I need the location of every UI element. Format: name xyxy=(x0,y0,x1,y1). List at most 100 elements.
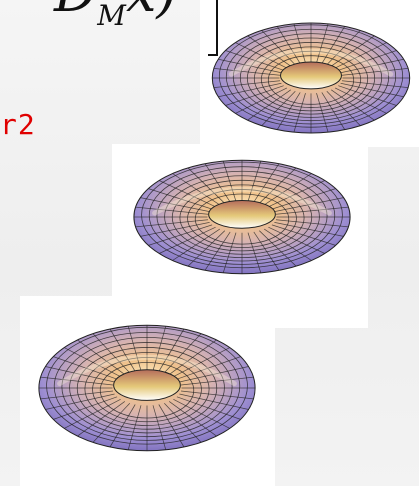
torus-bottom-highlight xyxy=(57,354,237,387)
torus-middle-meridian-line xyxy=(204,231,231,271)
torus-bottom-meridian-line xyxy=(45,366,115,383)
torus-top-meridian-line xyxy=(341,68,409,76)
torus-middle-meridian-line xyxy=(148,224,213,246)
torus-bottom-meridian-line xyxy=(53,396,118,420)
torus-bottom-meridian-line xyxy=(109,328,136,372)
torus-middle-meridian-line xyxy=(187,230,226,267)
torus-bottom xyxy=(38,324,256,452)
torus-bottom-meridian-line xyxy=(158,328,185,372)
torus-top-meridian-line xyxy=(340,58,404,74)
torus-middle-meridian-line xyxy=(253,231,280,271)
torus-top-meridian-line xyxy=(316,92,329,133)
torus-top-meridian-line xyxy=(213,80,281,88)
torus-middle-meridian-line xyxy=(204,163,231,203)
torus-bottom-meridian-line xyxy=(176,356,241,380)
torus-top-meridian-line xyxy=(276,92,301,130)
torus-bottom-meridian-line xyxy=(152,326,167,371)
torus-middle-center-hole xyxy=(208,200,276,229)
torus-bottom-meridian-line xyxy=(164,402,202,443)
torus-bottom-meridian-line xyxy=(127,405,142,450)
torus-bottom-meridian-line xyxy=(127,326,142,371)
torus-middle xyxy=(133,159,351,275)
torus-top-meridian-line xyxy=(218,58,282,74)
torus-top-meridian-line xyxy=(247,35,292,67)
torus-bottom-meridian-line xyxy=(152,405,167,450)
torus-top-meridian-line xyxy=(293,92,306,133)
torus-top-meridian-line xyxy=(293,23,306,64)
torus-bottom-meridian-line xyxy=(45,393,115,410)
torus-top-meridian-line xyxy=(341,80,409,88)
torus-bottom-meridian-line xyxy=(40,390,114,400)
torus-top-meridian-line xyxy=(338,50,397,71)
torus-bottom-meridian-line xyxy=(164,333,202,374)
torus-top-meridian-line xyxy=(261,91,296,126)
torus-top-meridian-line xyxy=(261,30,296,65)
torus-top-meridian-line xyxy=(330,89,375,121)
torus-bottom-meridian-line xyxy=(179,366,249,383)
torus-middle-meridian-line xyxy=(275,219,349,228)
torus-middle-meridian-line xyxy=(268,226,325,254)
torus-middle-meridian-line xyxy=(247,160,262,202)
torus-middle-meridian-line xyxy=(222,160,237,202)
torus-middle-meridian-line xyxy=(271,224,336,246)
torus-top-center-hole xyxy=(280,61,342,90)
torus-top-meridian-line xyxy=(321,26,346,64)
torus-middle-meridian-line xyxy=(172,173,221,206)
formula-bracket xyxy=(208,0,218,56)
torus-middle-meridian-line xyxy=(253,163,280,203)
torus-top-meridian-line xyxy=(334,42,387,69)
torus-top-meridian-line xyxy=(330,35,375,67)
torus-top-meridian-line xyxy=(326,30,361,65)
torus-top-meridian-line xyxy=(235,87,288,114)
torus-bottom-meridian-line xyxy=(92,333,130,374)
torus-middle-meridian-line xyxy=(172,228,221,261)
formula-fragment: DMx) xyxy=(54,0,178,30)
torus-top-meridian-line xyxy=(326,91,361,126)
torus-bottom-meridian-line xyxy=(40,376,114,386)
formula-tail: x) xyxy=(126,0,178,24)
torus-top-meridian-line xyxy=(247,89,292,121)
torus-top-meridian-line xyxy=(225,85,284,106)
torus-top-meridian-line xyxy=(316,23,329,64)
torus-middle-meridian-line xyxy=(135,206,209,215)
torus-top-meridian-line xyxy=(340,82,404,98)
torus-top-meridian-line xyxy=(334,87,387,114)
torus-middle-meridian-line xyxy=(187,167,225,204)
torus-middle-highlight xyxy=(152,186,332,216)
torus-bottom-meridian-line xyxy=(77,401,126,437)
torus-bottom-meridian-line xyxy=(168,401,217,437)
formula-main: D xyxy=(54,0,97,24)
torus-middle-meridian-line xyxy=(274,197,344,212)
torus-top-meridian-line xyxy=(276,26,301,64)
torus-bottom-meridian-line xyxy=(180,376,254,386)
torus-bottom-meridian-line xyxy=(180,390,254,400)
torus-top-highlight xyxy=(228,48,394,77)
torus-middle-meridian-line xyxy=(268,180,325,208)
red-r-squared-term: r2 xyxy=(0,108,36,141)
torus-top-meridian-line xyxy=(321,92,346,130)
torus-middle-meridian-line xyxy=(135,219,209,228)
torus-bottom-meridian-line xyxy=(92,402,131,443)
torus-bottom-meridian-line xyxy=(64,398,121,429)
torus-middle-meridian-line xyxy=(140,197,210,212)
torus-bottom-meridian-line xyxy=(77,339,126,375)
torus-bottom-meridian-line xyxy=(158,404,185,448)
torus-middle-meridian-line xyxy=(247,232,262,274)
torus-middle-meridian-line xyxy=(259,167,297,204)
torus-bottom-meridian-line xyxy=(168,339,217,375)
torus-top-meridian-line xyxy=(225,50,284,71)
torus-bottom-meridian-line xyxy=(173,398,230,429)
torus-middle-meridian-line xyxy=(263,173,312,206)
torus-top xyxy=(211,22,411,134)
torus-bottom-meridian-line xyxy=(64,347,121,378)
torus-middle-meridian-line xyxy=(271,188,336,210)
torus-middle-meridian-line xyxy=(259,230,297,267)
formula-subscript: M xyxy=(97,0,126,32)
torus-middle-meridian-line xyxy=(159,226,216,254)
torus-bottom-meridian-line xyxy=(109,404,136,448)
torus-bottom-center-hole xyxy=(113,369,181,401)
torus-bottom-meridian-line xyxy=(53,356,118,380)
torus-top-meridian-line xyxy=(213,68,281,76)
torus-top-meridian-line xyxy=(338,85,397,106)
